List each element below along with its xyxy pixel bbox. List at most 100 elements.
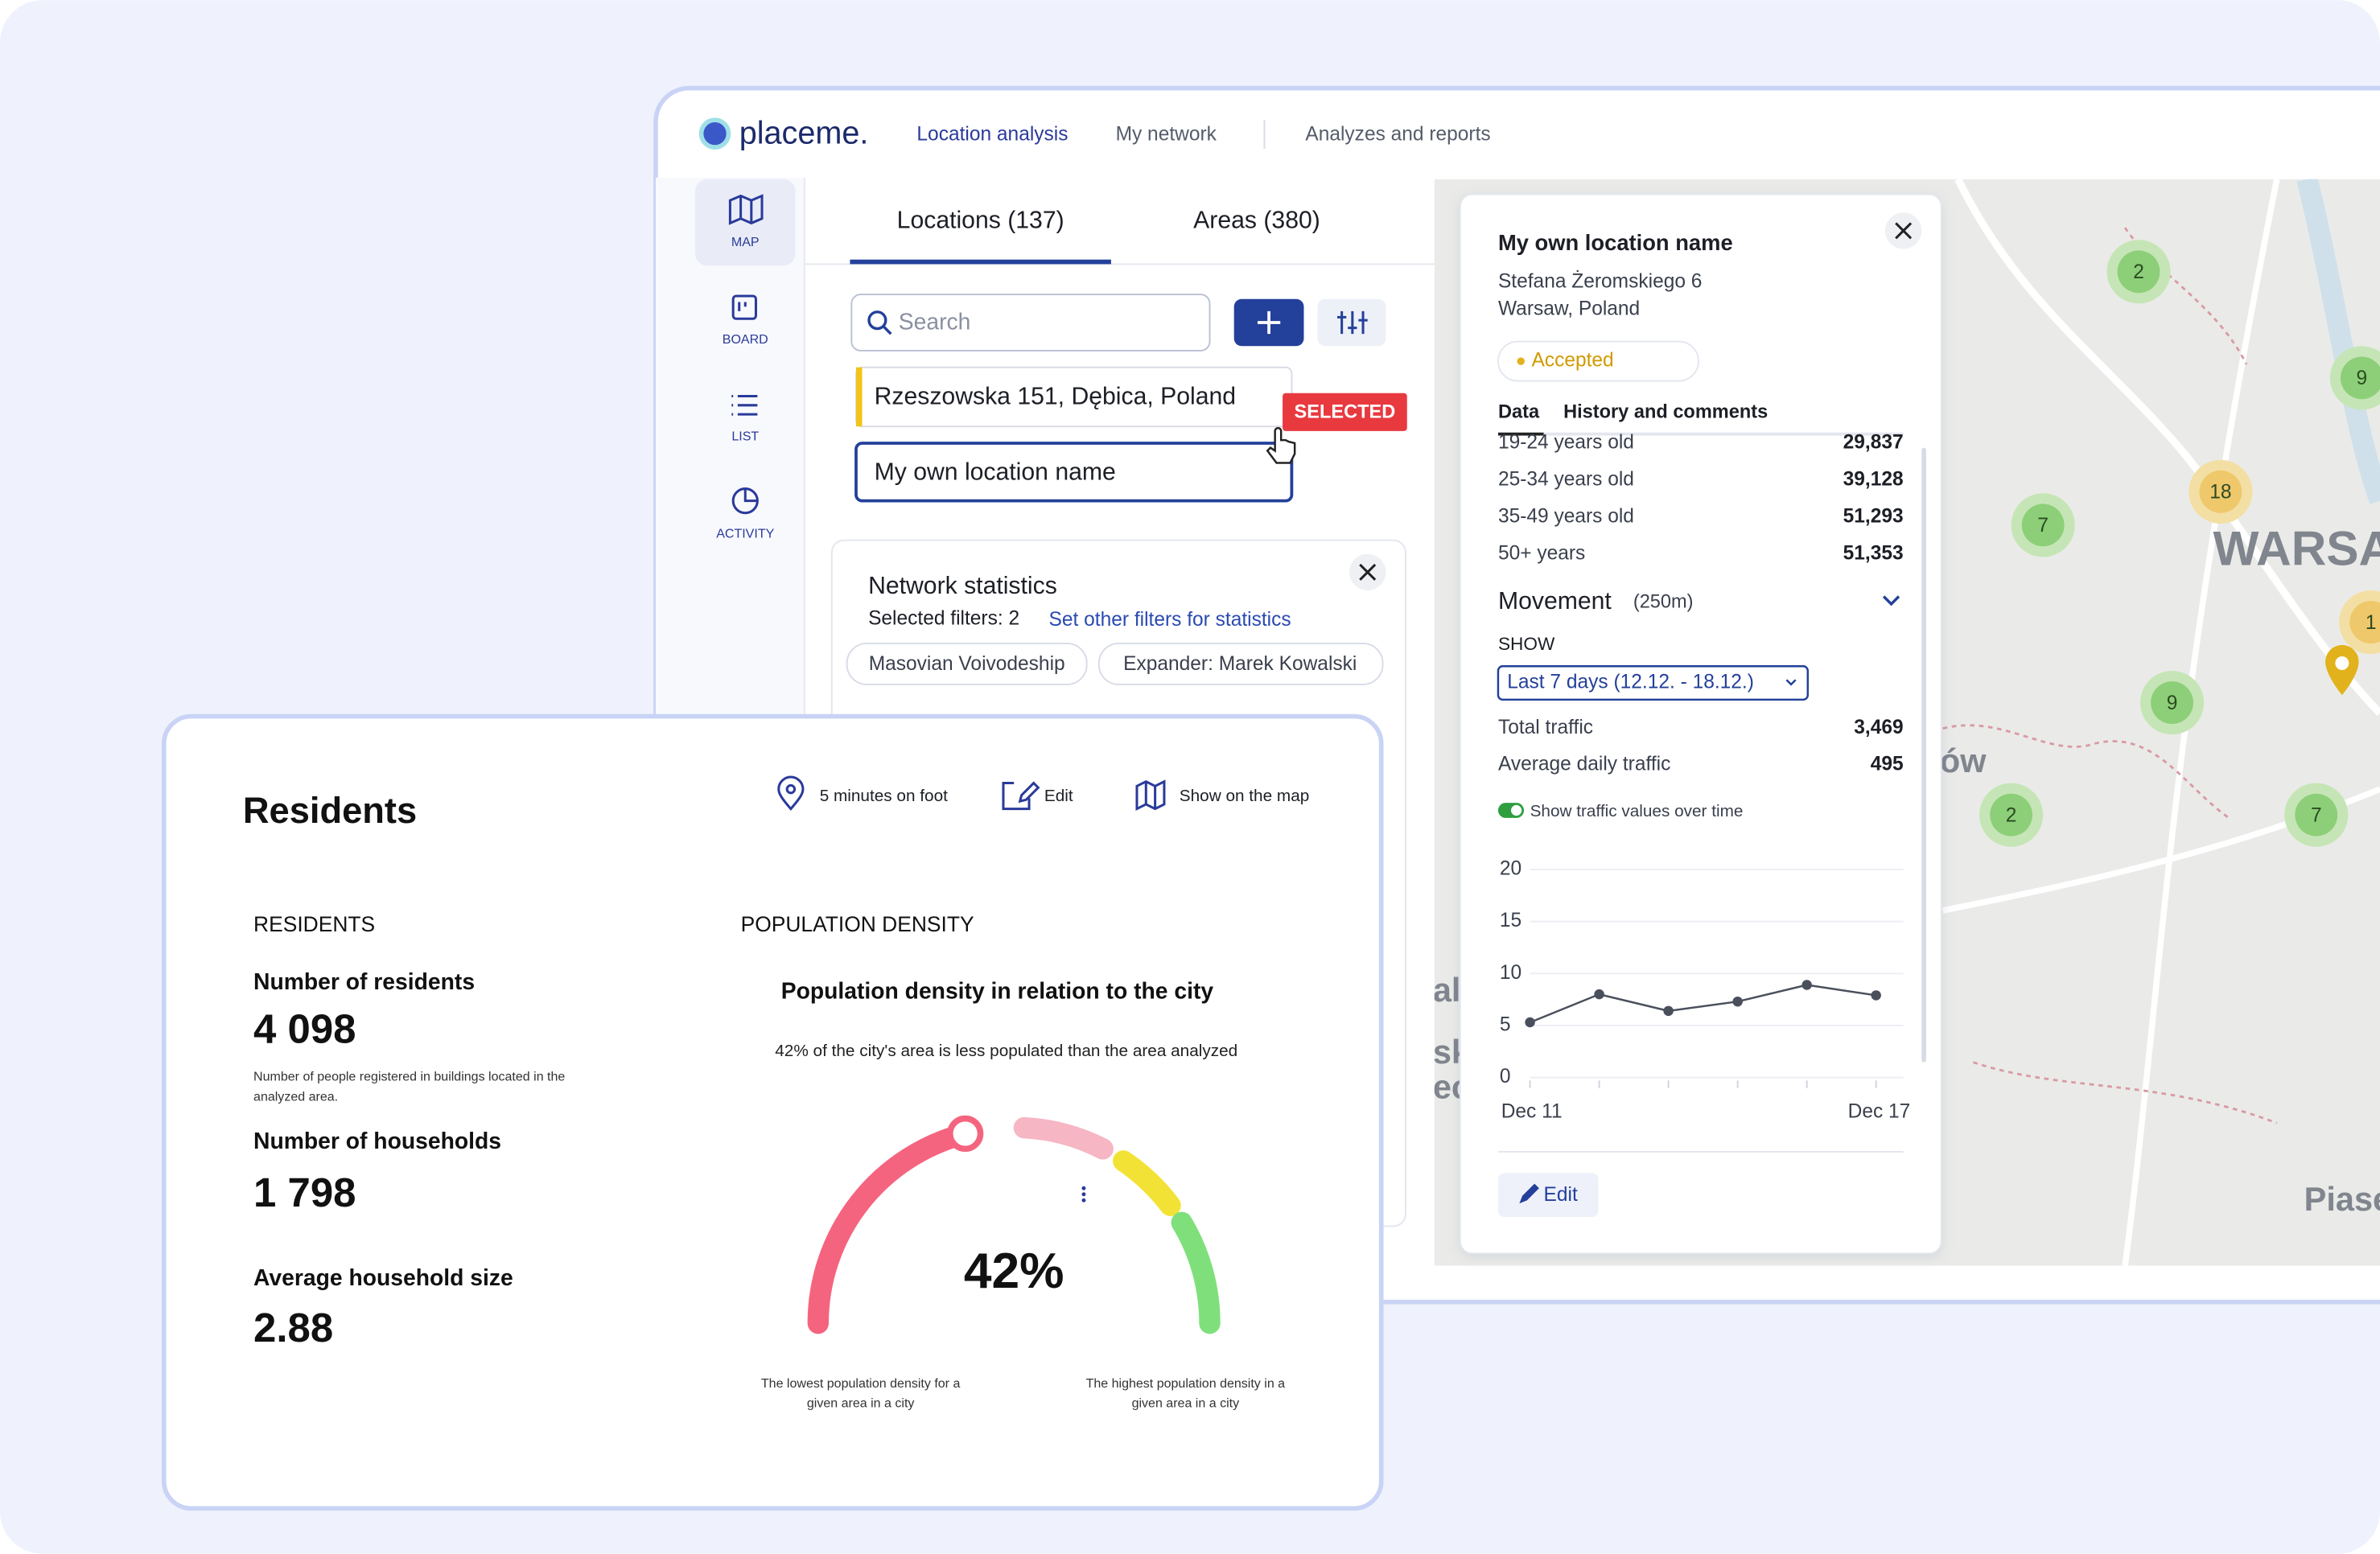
gauge-value: 42% xyxy=(964,1244,1064,1299)
location-item-selected[interactable] xyxy=(854,442,1294,503)
stat-value: 1 798 xyxy=(253,1170,356,1215)
action: Show on the map xyxy=(1180,787,1310,805)
sidebar-label: BOARD xyxy=(723,332,768,347)
dropdown-arrow xyxy=(1785,679,1797,686)
list-icon xyxy=(731,394,758,416)
board-icon xyxy=(731,294,757,320)
nav-item: Analyzes and reports xyxy=(1305,124,1490,146)
x-tick-label: Dec 11 xyxy=(1501,1100,1563,1122)
cluster xyxy=(2295,793,2338,837)
period-dropdown[interactable] xyxy=(1497,665,1810,701)
traffic-point xyxy=(1663,1005,1674,1017)
cluster-count: 9 xyxy=(2167,693,2178,714)
action: 5 minutes on foot xyxy=(820,787,948,805)
texts: placeme. Location analysis My network Analy… xyxy=(243,115,1904,1350)
row-value: 39,128 xyxy=(1843,468,1904,490)
tab-underline xyxy=(1497,432,1544,436)
sidebar-active xyxy=(695,179,796,266)
sidebar-icons xyxy=(728,194,764,515)
filters-link: Set other filters for statistics xyxy=(1049,609,1291,631)
card-title: Network statistics xyxy=(868,573,1057,599)
stat-note: Number of people registered in buildings… xyxy=(253,1070,565,1084)
chip-text: Expander: Marek Kowalski xyxy=(1123,653,1357,675)
toggle-knob xyxy=(1510,804,1522,816)
y-tick-label: 0 xyxy=(1500,1066,1511,1087)
row-value: 51,293 xyxy=(1843,506,1904,528)
y-tick-label: 5 xyxy=(1500,1013,1511,1035)
status-pill xyxy=(1497,340,1699,382)
tab: History and comments xyxy=(1563,401,1768,421)
stat-label: Average daily traffic xyxy=(1498,753,1670,775)
status-dot xyxy=(1517,357,1525,365)
stat-label: Total traffic xyxy=(1498,717,1593,738)
address: Stefana Żeromskiego 6 xyxy=(1498,270,1702,292)
pin-icon-dot xyxy=(785,783,797,795)
add-icon xyxy=(1257,310,1281,335)
y-tick-label: 10 xyxy=(1500,962,1521,984)
tab: Locations (137) xyxy=(897,208,1064,234)
brand: placeme. xyxy=(739,115,869,150)
y-tick-label: 20 xyxy=(1500,858,1521,880)
card-title: Residents xyxy=(243,790,417,831)
cluster-count: 9 xyxy=(2357,368,2368,389)
map-label: WARSA xyxy=(2213,521,2380,576)
selected-badge xyxy=(1283,393,1407,431)
stat-label: Number of residents xyxy=(253,968,475,994)
close-icon xyxy=(1895,222,1913,240)
x-tick-label: Dec 17 xyxy=(1848,1100,1911,1122)
y-tick-label: 15 xyxy=(1500,910,1521,931)
action: Edit xyxy=(1044,787,1073,805)
tab: Data xyxy=(1498,401,1540,421)
sidebar-label: ACTIVITY xyxy=(716,526,774,541)
row-value: 51,353 xyxy=(1843,543,1904,565)
edit-button[interactable] xyxy=(1497,1173,1599,1218)
traffic-point xyxy=(1801,980,1812,990)
gauge-segment xyxy=(1171,1211,1221,1334)
sidebar-label: LIST xyxy=(731,430,759,444)
cluster xyxy=(2340,356,2380,400)
chevron[interactable] xyxy=(1882,595,1900,606)
stat-note: analyzed area. xyxy=(253,1089,338,1104)
search-icon xyxy=(867,310,887,331)
traffic-line xyxy=(1530,984,1876,1024)
search-box[interactable] xyxy=(850,294,1211,352)
location-name: Rzeszowska 151, Dębica, Poland xyxy=(875,383,1236,409)
panel-title: My own location name xyxy=(1498,230,1733,255)
location-name: My own location name xyxy=(875,459,1116,486)
traffic-point xyxy=(1871,990,1881,1001)
gauge-caption: The highest population density in a xyxy=(1086,1376,1286,1391)
traffic-point xyxy=(1594,989,1604,1000)
pin-icon xyxy=(777,775,805,811)
chip-text: Masovian Voivodeship xyxy=(869,653,1065,675)
more-icon xyxy=(1081,1186,1086,1202)
gauge-segment xyxy=(1013,1116,1114,1160)
filter-chip[interactable] xyxy=(1097,643,1384,685)
search-placeholder: Search xyxy=(899,308,971,334)
stat-label: Number of households xyxy=(253,1128,501,1153)
map-label: ów xyxy=(1940,742,1987,779)
cluster xyxy=(2021,504,2065,547)
gauge-subtitle: 42% of the city's area is less populated… xyxy=(775,1042,1237,1060)
gauge-marker xyxy=(947,1115,984,1153)
badge-text: SELECTED xyxy=(1295,401,1396,421)
status: Accepted xyxy=(1531,350,1613,372)
map-label: al xyxy=(1433,971,1461,1009)
cluster xyxy=(1990,793,2032,837)
nav-item: My network xyxy=(1116,124,1217,146)
stat-value: 3,469 xyxy=(1854,717,1903,738)
row-value: 29,837 xyxy=(1843,431,1904,453)
action-icons xyxy=(777,775,1166,812)
cluster-count: 7 xyxy=(2311,805,2322,827)
period: Last 7 days (12.12. - 18.12.) xyxy=(1507,672,1754,693)
cluster xyxy=(2151,681,2193,724)
filter-chip[interactable] xyxy=(846,643,1088,685)
map-layer: 297189271WARSAówPiasealskec xyxy=(1433,240,2380,1218)
road xyxy=(1954,179,2380,717)
edit-icon xyxy=(1519,1183,1539,1204)
stat-value: 4 098 xyxy=(253,1005,356,1051)
activity-icon-detail xyxy=(743,488,758,503)
scrollbar xyxy=(1921,447,1926,1063)
edit-label: Edit xyxy=(1544,1184,1578,1206)
